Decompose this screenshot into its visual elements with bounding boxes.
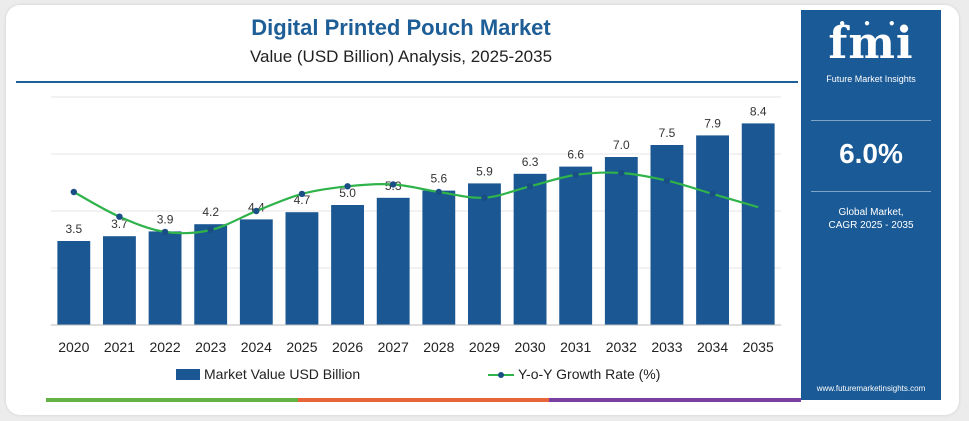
bar-value-label: 5.6 [430, 172, 447, 186]
bar-value-label: 7.5 [659, 126, 676, 140]
bar-value-label: 3.9 [157, 212, 174, 226]
growth-point-2028 [435, 188, 443, 196]
growth-point-2034 [709, 190, 716, 198]
x-tick-label: 2020 [58, 339, 89, 355]
growth-point-2027 [389, 181, 397, 188]
bar-value-label: 6.3 [522, 155, 539, 169]
legend-item-growth-rate: Y-o-Y Growth Rate (%) [488, 366, 660, 382]
cagr-label-line-1: Global Market, [838, 207, 904, 218]
x-tick-label: 2030 [514, 339, 545, 355]
growth-point-2022 [161, 228, 169, 236]
legend-line-swatch [488, 369, 514, 380]
x-tick-label: 2032 [606, 339, 637, 355]
growth-point-2032 [618, 169, 625, 177]
cagr-value: 6.0% [839, 138, 903, 169]
cagr-label: Global Market, CAGR 2025 - 2035 [801, 206, 941, 232]
fmi-logo: fmi [828, 18, 914, 69]
bar-2029 [468, 183, 501, 325]
title-divider [16, 81, 798, 83]
growth-point-2026 [344, 183, 351, 190]
bar-value-label: 8.4 [750, 104, 767, 118]
growth-point-2023 [207, 226, 214, 234]
growth-rate-line [73, 171, 759, 235]
legend-item-market-value: Market Value USD Billion [176, 366, 360, 382]
bar-2026 [331, 205, 364, 325]
x-tick-label: 2028 [423, 339, 454, 355]
bar-2023 [194, 224, 228, 325]
x-tick-label: 2034 [697, 339, 728, 355]
bar-2031 [559, 166, 593, 325]
chart-plot: 3.5 2020 3.7 2021 3.9 2022 4.2 2023 4.4 2024 4.7 20… [51, 96, 781, 355]
growth-point-2031 [572, 171, 579, 179]
x-tick-label: 2025 [286, 339, 317, 355]
x-tick-label: 2031 [560, 339, 591, 355]
x-tick-label: 2026 [332, 339, 363, 355]
bar-2021 [103, 236, 136, 325]
bar-value-label: 3.7 [111, 217, 128, 231]
x-tick-label: 2023 [195, 339, 226, 355]
logo-dots-icon: ● ● ● [839, 18, 903, 29]
bar-value-label: 7.9 [704, 116, 721, 130]
chart-subtitle: Value (USD Billion) Analysis, 2025-2035 [249, 47, 553, 66]
legend-bar-label: Market Value USD Billion [204, 366, 361, 382]
color-strip [46, 398, 802, 402]
x-tick-label: 2035 [743, 339, 774, 355]
bar-2024 [239, 219, 273, 325]
growth-point-2029 [481, 194, 488, 201]
bar-2035 [741, 123, 775, 326]
bar-value-label: 3.5 [65, 222, 82, 236]
bar-2027 [376, 197, 410, 325]
bar-value-label: 4.2 [202, 205, 219, 219]
bar-value-label: 5.9 [476, 164, 493, 178]
bar-2034 [696, 135, 729, 325]
legend-bar-swatch [176, 368, 200, 380]
x-tick-label: 2029 [469, 339, 500, 355]
strip-purple [549, 398, 802, 402]
bar-2030 [513, 173, 547, 325]
strip-orange [297, 398, 550, 402]
bar-2028 [422, 190, 456, 325]
bar-value-label: 4.7 [294, 193, 311, 207]
bar-value-label: 4.4 [248, 200, 265, 214]
growth-point-2033 [663, 177, 671, 184]
cagr-label-line-2: CAGR 2025 - 2035 [828, 220, 914, 231]
growth-point-2020 [70, 188, 78, 196]
growth-point-2030 [526, 183, 534, 190]
x-tick-label: 2033 [651, 339, 682, 355]
bar-2020 [57, 241, 91, 325]
bar-2032 [604, 157, 638, 325]
growth-point-2025 [298, 190, 306, 198]
panel-divider-top [811, 120, 931, 121]
growth-point-2024 [253, 207, 260, 215]
website-url: www.futuremarketinsights.com [816, 384, 926, 393]
chart-card: Digital Printed Pouch Market Value (USD … [6, 5, 959, 415]
x-tick-label: 2027 [378, 339, 409, 355]
growth-point-2021 [116, 213, 123, 220]
x-tick-label: 2022 [149, 339, 180, 355]
brand-name: Future Market Insights [826, 74, 916, 84]
x-tick-label: 2021 [104, 339, 135, 355]
legend-line-label: Y-o-Y Growth Rate (%) [518, 366, 661, 382]
chart-title: Digital Printed Pouch Market [251, 15, 551, 40]
strip-green [46, 398, 298, 402]
bar-2025 [285, 212, 319, 325]
bar-2033 [650, 145, 684, 325]
bar-2022 [148, 231, 182, 325]
bar-value-label: 5.0 [339, 186, 356, 200]
bar-value-label: 7.0 [613, 138, 630, 152]
side-panel: ● ● ● fmi Future Market Insights 6.0% Gl… [801, 10, 941, 400]
x-tick-label: 2024 [241, 339, 272, 355]
bar-value-label: 6.6 [567, 148, 584, 162]
panel-divider-bottom [811, 191, 931, 192]
